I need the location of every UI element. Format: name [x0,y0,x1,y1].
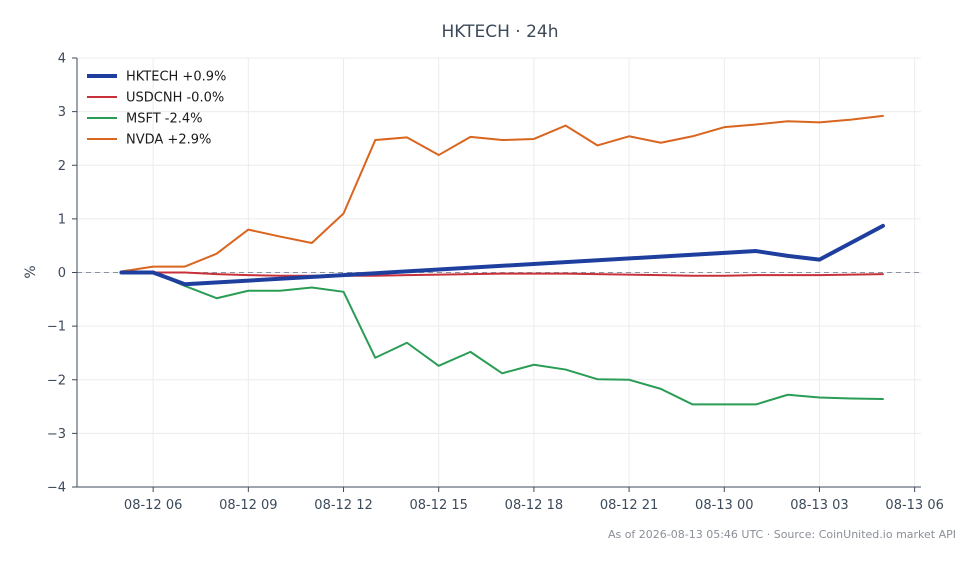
series-line-3 [120,271,884,406]
x-tick-label: 08-12 09 [219,498,277,513]
y-tick-label: 1 [58,212,66,227]
legend-label: MSFT -2.4% [126,112,203,127]
x-tick-label: 08-13 03 [790,498,848,513]
y-tick-label: −2 [47,373,66,388]
legend: HKTECH +0.9% USDCNH -0.0% MSFT -2.4% NVDA +… [87,70,226,148]
y-tick-label: 0 [58,266,66,281]
chart-title: HKTECH · 24h [441,22,558,42]
x-tick-label: 08-13 06 [885,498,943,513]
x-tick-label: 08-12 06 [124,498,182,513]
series-lines [119,114,885,406]
y-tick-label: −3 [47,427,66,442]
y-tick-label: 2 [58,159,66,174]
x-tick-label: 08-13 00 [695,498,753,513]
series-line-1 [119,223,885,287]
legend-label: USDCNH -0.0% [126,91,224,106]
source-note: As of 2026-08-13 05:46 UTC · Source: Coi… [608,528,956,541]
x-tick-label: 08-12 15 [409,498,467,513]
y-tick-label: −1 [47,320,66,335]
x-tick-label: 08-12 12 [314,498,372,513]
legend-label: NVDA +2.9% [126,133,211,148]
y-tick-label: 4 [58,52,66,67]
series-line-4 [120,114,884,273]
y-axis-label: % [23,265,39,278]
legend-label: HKTECH +0.9% [126,70,226,85]
x-tick-label: 08-12 18 [505,498,563,513]
series-line-2 [120,271,884,277]
y-tick-label: 3 [58,105,66,120]
y-tick-label: −4 [47,481,66,496]
x-tick-label: 08-12 21 [600,498,658,513]
axes: 4 3 2 1 0 −1 −2 −3 −4 08-12 06 08-12 09 08-12 12 08-… [47,52,944,514]
grid-lines [77,57,921,488]
